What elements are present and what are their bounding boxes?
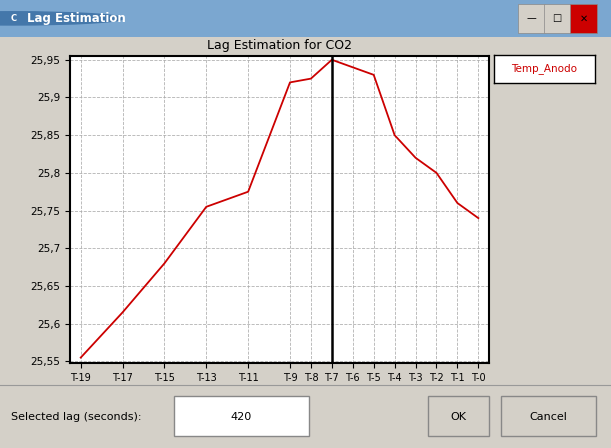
Bar <box>428 396 489 436</box>
Text: ✕: ✕ <box>579 13 588 23</box>
Bar <box>544 4 571 33</box>
Text: OK: OK <box>450 412 466 422</box>
Circle shape <box>0 12 123 25</box>
Text: Lag Estimation: Lag Estimation <box>27 12 126 25</box>
Title: Lag Estimation for CO2: Lag Estimation for CO2 <box>207 39 352 52</box>
Bar <box>501 396 596 436</box>
Text: Selected lag (seconds):: Selected lag (seconds): <box>11 412 142 422</box>
Text: Temp_Anodo: Temp_Anodo <box>511 64 577 74</box>
Bar <box>174 396 309 436</box>
Text: Cancel: Cancel <box>530 412 568 422</box>
Text: □: □ <box>552 13 562 23</box>
Text: 420: 420 <box>231 412 252 422</box>
Bar <box>570 4 597 33</box>
Text: —: — <box>527 13 536 23</box>
Bar <box>518 4 545 33</box>
Text: C: C <box>10 14 16 23</box>
